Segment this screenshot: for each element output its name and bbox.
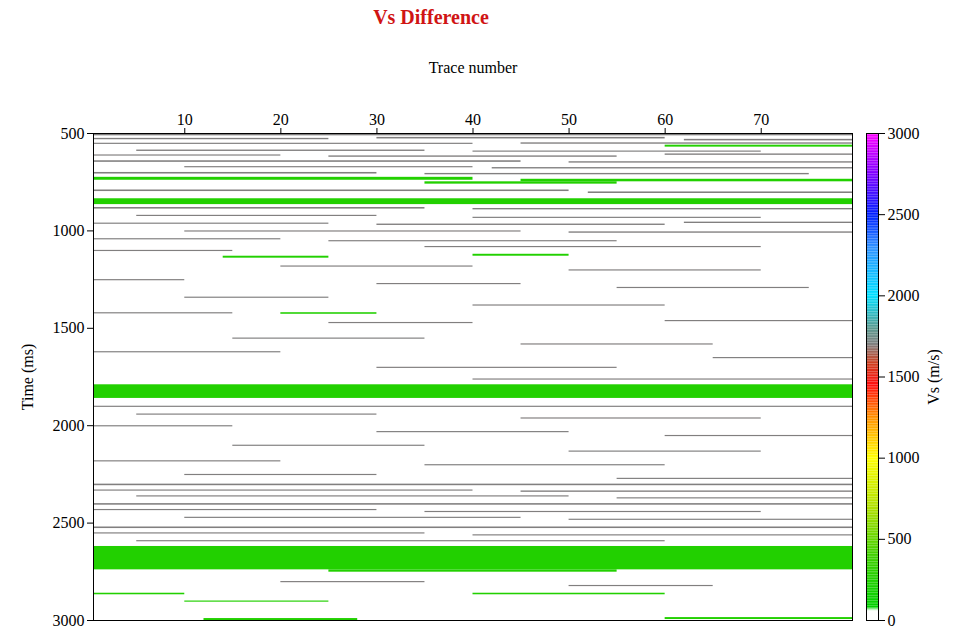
svg-text:1000: 1000 — [53, 222, 85, 239]
svg-text:2500: 2500 — [53, 514, 85, 531]
svg-text:3000: 3000 — [888, 125, 920, 142]
html-text:Vs Difference: Vs Difference — [373, 6, 489, 28]
svg-text:2000: 2000 — [53, 417, 85, 434]
svg-text:1500: 1500 — [53, 319, 85, 336]
svg-text:500: 500 — [888, 530, 912, 547]
svg-text:2500: 2500 — [888, 206, 920, 223]
svg-text:3000: 3000 — [53, 612, 85, 629]
svg-text:40: 40 — [465, 111, 481, 128]
svg-text:0: 0 — [888, 612, 896, 629]
svg-text:30: 30 — [369, 111, 385, 128]
svg-text:1000: 1000 — [888, 449, 920, 466]
svg-text:Time (ms): Time (ms) — [19, 344, 37, 411]
svg-text:1500: 1500 — [888, 368, 920, 385]
svg-text:70: 70 — [753, 111, 769, 128]
svg-text:50: 50 — [561, 111, 577, 128]
svg-text:2000: 2000 — [888, 287, 920, 304]
svg-text:10: 10 — [177, 111, 193, 128]
svg-text:Vs (m/s): Vs (m/s) — [925, 349, 943, 405]
svg-text:20: 20 — [273, 111, 289, 128]
svg-text:500: 500 — [61, 125, 85, 142]
svg-text:60: 60 — [657, 111, 673, 128]
svg-text:Trace number: Trace number — [429, 59, 518, 76]
